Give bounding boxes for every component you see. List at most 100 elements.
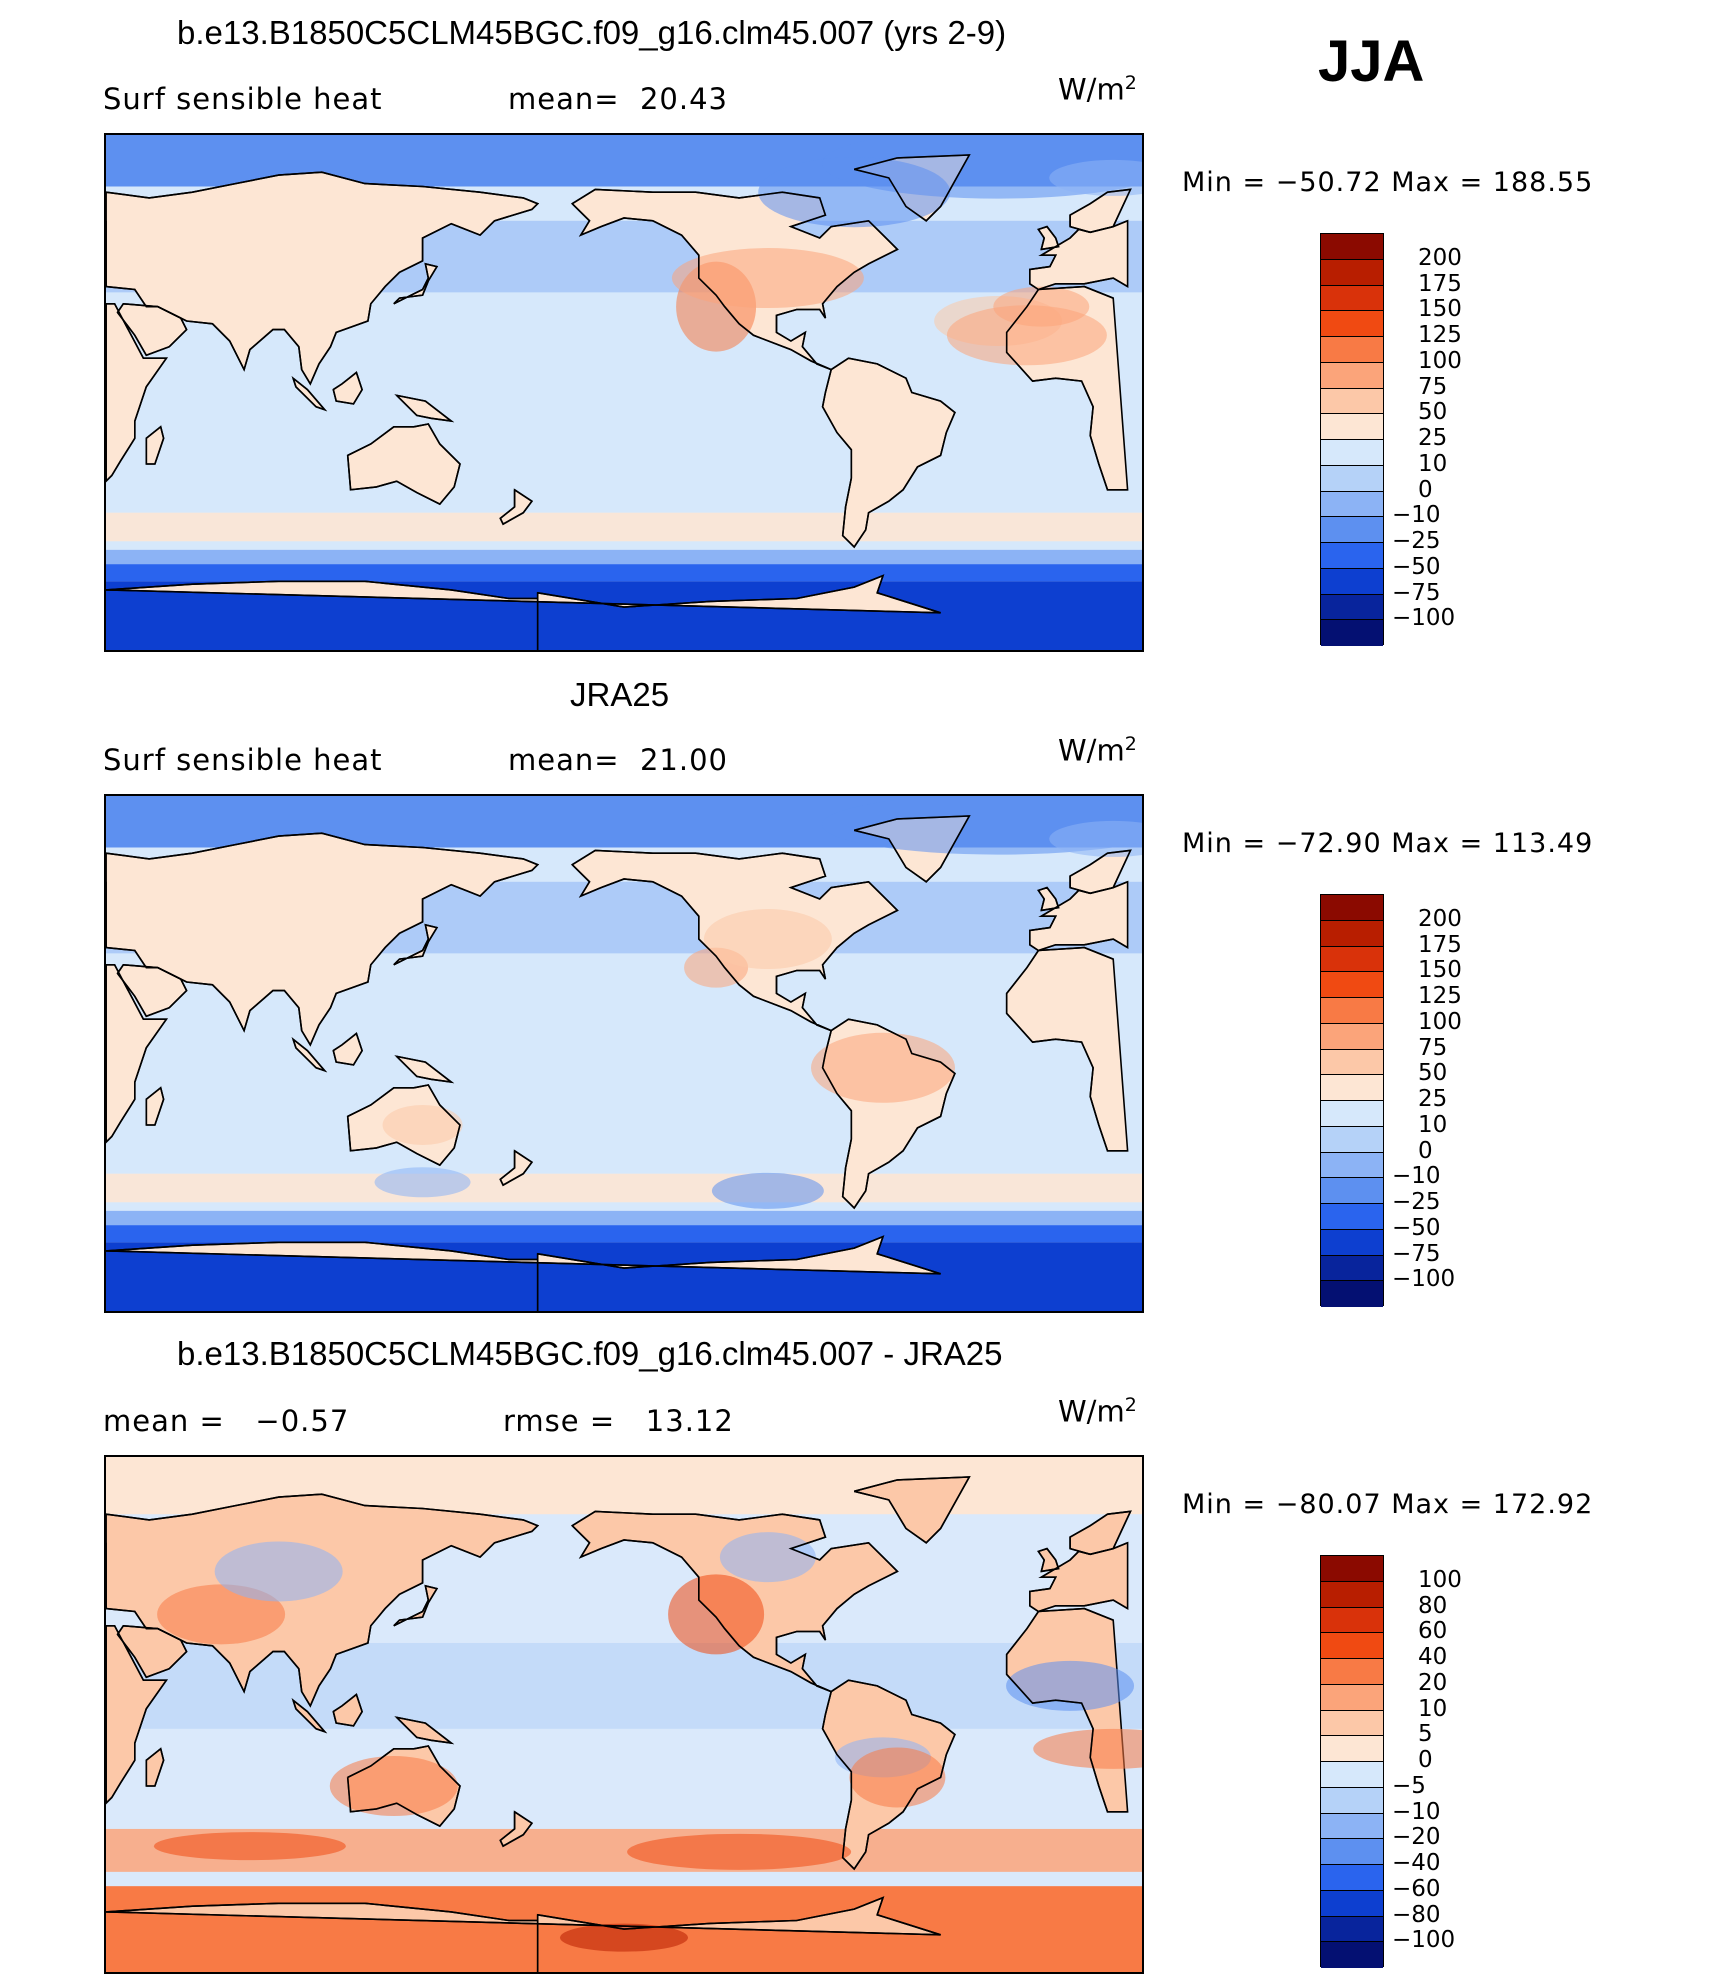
colorbar-tick-label: 40 bbox=[1418, 1644, 1448, 1670]
panel-2-mean-label: mean= 21.00 bbox=[508, 743, 728, 777]
colorbar-swatch bbox=[1321, 1075, 1383, 1101]
colorbar-tick-label: 125 bbox=[1418, 983, 1462, 1009]
coastline-namerica bbox=[571, 188, 899, 371]
coastline-madagascar bbox=[145, 1747, 165, 1787]
coastline-samerica bbox=[821, 357, 956, 549]
colorbar-swatch bbox=[1321, 920, 1383, 947]
panel-1-variable-label: Surf sensible heat bbox=[103, 82, 383, 116]
coastline-arabia bbox=[116, 963, 188, 1018]
coastline-japan bbox=[393, 1584, 439, 1627]
colorbar-swatch bbox=[1321, 234, 1383, 260]
coastline-newguinea bbox=[396, 1716, 455, 1745]
field-anomaly bbox=[153, 1832, 346, 1861]
coastline-eurasia bbox=[106, 171, 540, 386]
tropical-band bbox=[106, 1642, 1142, 1729]
colorbar-tick-label: 150 bbox=[1418, 957, 1462, 984]
panel-3-mean-value: −0.57 bbox=[255, 1404, 350, 1438]
panel-2-map bbox=[104, 794, 1144, 1313]
colorbar-swatch bbox=[1321, 543, 1383, 569]
coastline-antarctica bbox=[106, 1235, 941, 1311]
colorbar-swatch bbox=[1321, 491, 1383, 518]
colorbar-swatch bbox=[1321, 1839, 1383, 1865]
field-anomaly bbox=[946, 305, 1107, 366]
colorbar-tick-label: −100 bbox=[1392, 1927, 1456, 1954]
colorbar-swatch bbox=[1321, 972, 1383, 998]
colorbar-tick-label: −10 bbox=[1392, 502, 1441, 529]
coastline-uk bbox=[1037, 886, 1060, 912]
panel-2-minmax: Min = −72.90 Max = 113.49 bbox=[1182, 828, 1594, 859]
colorbar-swatch bbox=[1321, 1787, 1383, 1814]
field-anomaly bbox=[668, 1574, 765, 1655]
coastline-arabia bbox=[116, 302, 188, 357]
field-anomaly bbox=[671, 248, 864, 309]
colorbar-swatch bbox=[1321, 1916, 1383, 1943]
colorbar-tick-label: 50 bbox=[1418, 399, 1448, 426]
coastline-africaW bbox=[1005, 285, 1128, 491]
colorbar-tick-label: −60 bbox=[1392, 1875, 1441, 1902]
colorbar-tick-label: −50 bbox=[1392, 553, 1441, 580]
colorbar-swatch bbox=[1321, 1556, 1383, 1582]
coastline-namerica bbox=[571, 1510, 899, 1693]
coastline-nz bbox=[499, 489, 534, 526]
colorbar-swatch bbox=[1321, 1101, 1383, 1127]
coastline-borneo bbox=[332, 1032, 363, 1066]
colorbar-swatch bbox=[1321, 337, 1383, 363]
panel-3-rmse-key: rmse = bbox=[503, 1404, 616, 1438]
coastline-namerica bbox=[571, 849, 899, 1032]
coastline-borneo bbox=[332, 1693, 363, 1727]
coastline-africa bbox=[106, 303, 168, 483]
panel-1-mean-key: mean= bbox=[508, 82, 620, 116]
colorbar-swatch bbox=[1321, 259, 1383, 286]
field-anomaly bbox=[374, 1167, 471, 1198]
field-anomaly bbox=[849, 1747, 946, 1808]
coastline-scand bbox=[1069, 1510, 1132, 1556]
field-anomaly bbox=[811, 1032, 955, 1103]
colorbar-swatch bbox=[1321, 1890, 1383, 1917]
colorbar-tick-label: −10 bbox=[1392, 1163, 1441, 1190]
map-canvas bbox=[106, 796, 1142, 1311]
colorbar-tick-label: 25 bbox=[1418, 1086, 1448, 1112]
colorbar-tick-label: 10 bbox=[1418, 1111, 1448, 1138]
panel-3-minmax: Min = −80.07 Max = 172.92 bbox=[1182, 1489, 1594, 1520]
colorbar-swatch bbox=[1321, 1710, 1383, 1737]
southern-warm-band bbox=[106, 1173, 1142, 1203]
panel-3-rmse-label: rmse = 13.12 bbox=[503, 1404, 734, 1438]
coastline-newguinea bbox=[396, 1055, 455, 1084]
coastline-nz bbox=[499, 1150, 534, 1187]
field-anomaly bbox=[719, 1532, 816, 1583]
panel-3-unit: W/m2 bbox=[1058, 1394, 1137, 1429]
panel-1-map bbox=[104, 133, 1144, 652]
map-canvas bbox=[106, 135, 1142, 650]
panel-2-mean-key: mean= bbox=[508, 743, 620, 777]
colorbar-tick-label: 100 bbox=[1418, 1566, 1462, 1593]
coastline-greenland bbox=[853, 154, 971, 222]
colorbar-swatch bbox=[1321, 1813, 1383, 1840]
colorbar-swatch bbox=[1321, 1049, 1383, 1076]
southern-cool-band bbox=[106, 549, 1142, 565]
colorbar-swatch bbox=[1321, 594, 1383, 621]
colorbar-swatch bbox=[1321, 1255, 1383, 1282]
colorbar-swatch bbox=[1321, 1581, 1383, 1608]
colorbar-tick-label: 150 bbox=[1418, 296, 1462, 323]
coastline-antarctica bbox=[106, 574, 941, 650]
coastline-africa bbox=[106, 964, 168, 1144]
colorbar-swatch bbox=[1321, 517, 1383, 543]
colorbar-swatch bbox=[1321, 1023, 1383, 1050]
coastline-antarctica bbox=[106, 1896, 941, 1972]
coastline-sumatra bbox=[292, 1699, 328, 1734]
colorbar-swatch bbox=[1321, 1633, 1383, 1659]
coastline-arabia bbox=[116, 1624, 188, 1679]
colorbar-tick-label: −50 bbox=[1392, 1214, 1441, 1241]
panel-3-mean-label: mean = −0.57 bbox=[103, 1404, 349, 1438]
colorbar-swatch bbox=[1321, 1178, 1383, 1204]
colorbar-tick-label: −100 bbox=[1392, 605, 1456, 632]
panel-3-title: b.e13.B1850C5CLM45BGC.f09_g16.clm45.007 … bbox=[177, 1335, 1003, 1372]
coastline-australia bbox=[346, 1745, 461, 1828]
colorbar-tick-label: 5 bbox=[1418, 1721, 1433, 1748]
panel-2-colorbar bbox=[1320, 894, 1384, 1307]
coastline-japan bbox=[393, 923, 439, 966]
coastline-africaW bbox=[1005, 946, 1128, 1152]
colorbar-swatch bbox=[1321, 1229, 1383, 1256]
colorbar-swatch bbox=[1321, 1762, 1383, 1788]
colorbar-swatch bbox=[1321, 946, 1383, 973]
